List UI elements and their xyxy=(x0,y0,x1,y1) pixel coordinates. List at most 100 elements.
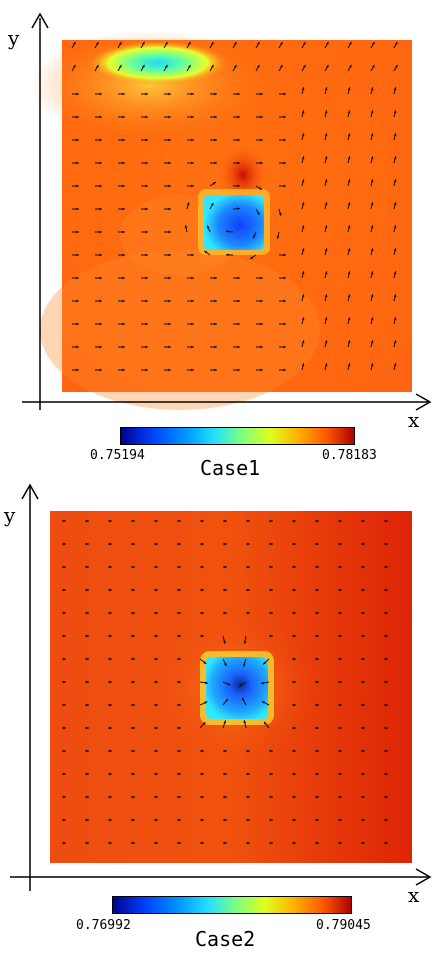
velocity-arrowhead xyxy=(247,841,250,845)
velocity-arrowhead xyxy=(293,749,296,753)
velocity-arrowhead xyxy=(76,368,79,372)
case1-plot xyxy=(22,12,432,411)
velocity-arrowhead xyxy=(132,565,135,569)
velocity-arrowhead xyxy=(237,368,240,372)
velocity-arrowhead xyxy=(324,87,328,91)
velocity-arrowhead xyxy=(224,818,227,822)
velocity-arrowhead xyxy=(385,841,388,845)
velocity-arrowhead xyxy=(132,703,135,707)
velocity-arrowhead xyxy=(86,657,89,661)
velocity-arrowhead xyxy=(278,212,282,216)
velocity-arrowhead xyxy=(385,588,388,592)
velocity-arrowhead xyxy=(293,795,296,799)
velocity-arrowhead xyxy=(385,680,388,684)
velocity-arrowhead xyxy=(201,588,204,592)
velocity-arrowhead xyxy=(316,841,319,845)
velocity-arrowhead xyxy=(316,542,319,546)
velocity-arrowhead xyxy=(86,818,89,822)
velocity-arrowhead xyxy=(385,703,388,707)
velocity-arrowhead xyxy=(316,588,319,592)
case-label: Case2 xyxy=(195,927,256,951)
velocity-arrowhead xyxy=(362,611,365,615)
velocity-arrowhead xyxy=(155,703,158,707)
velocity-arrowhead xyxy=(76,207,79,211)
velocity-arrowhead xyxy=(86,611,89,615)
y-axis-label: y xyxy=(8,26,20,50)
velocity-arrowhead xyxy=(191,161,194,165)
velocity-arrowhead xyxy=(201,818,204,822)
velocity-arrowhead xyxy=(301,271,305,275)
velocity-arrowhead xyxy=(234,64,237,68)
velocity-arrowhead xyxy=(347,340,351,344)
velocity-arrowhead xyxy=(168,161,171,165)
velocity-arrowhead xyxy=(247,818,250,822)
colorbar-min-label: 0.75194 xyxy=(90,448,145,463)
velocity-arrowhead xyxy=(301,225,305,229)
velocity-arrowhead xyxy=(393,225,397,229)
velocity-arrowhead xyxy=(324,317,328,321)
velocity-arrowhead xyxy=(76,161,79,165)
velocity-arrowhead xyxy=(243,663,246,667)
velocity-arrowhead xyxy=(155,542,158,546)
velocity-arrowhead xyxy=(270,749,273,753)
velocity-arrowhead xyxy=(132,588,135,592)
velocity-arrowhead xyxy=(301,317,305,321)
velocity-arrowhead xyxy=(76,253,79,257)
velocity-arrowhead xyxy=(168,115,171,119)
velocity-arrowhead xyxy=(316,519,319,523)
velocity-arrowhead xyxy=(214,368,217,372)
velocity-arrowhead xyxy=(63,818,66,822)
velocity-arrowhead xyxy=(347,202,351,206)
velocity-arrowhead xyxy=(86,542,89,546)
velocity-arrowhead xyxy=(191,368,194,372)
velocity-arrowhead xyxy=(316,680,319,684)
velocity-arrowhead xyxy=(145,230,148,234)
velocity-arrowhead xyxy=(385,772,388,776)
velocity-arrowhead xyxy=(86,749,89,753)
velocity-arrowhead xyxy=(63,611,66,615)
velocity-arrowhead xyxy=(393,271,397,275)
velocity-arrowhead xyxy=(301,156,305,160)
velocity-arrowhead xyxy=(270,611,273,615)
velocity-arrowhead xyxy=(339,680,342,684)
velocity-arrowhead xyxy=(293,726,296,730)
velocity-arrowhead xyxy=(178,588,181,592)
velocity-arrowhead xyxy=(191,322,194,326)
velocity-arrowhead xyxy=(293,841,296,845)
velocity-arrowhead xyxy=(270,634,273,638)
velocity-arrowhead xyxy=(293,703,296,707)
velocity-arrowhead xyxy=(326,64,329,68)
velocity-arrowhead xyxy=(362,818,365,822)
velocity-arrowhead xyxy=(63,542,66,546)
velocity-arrowhead xyxy=(109,657,112,661)
velocity-arrowhead xyxy=(214,322,217,326)
velocity-arrowhead xyxy=(270,841,273,845)
velocity-arrowhead xyxy=(122,253,125,257)
velocity-arrowhead xyxy=(260,368,263,372)
velocity-arrowhead xyxy=(303,64,306,68)
velocity-arrowhead xyxy=(301,87,305,91)
velocity-arrowhead xyxy=(76,345,79,349)
velocity-arrowhead xyxy=(283,299,286,303)
velocity-arrowhead xyxy=(324,202,328,206)
velocity-arrowhead xyxy=(370,294,374,298)
velocity-arrowhead xyxy=(347,248,351,252)
velocity-arrowhead xyxy=(214,276,217,280)
velocity-arrowhead xyxy=(99,345,102,349)
velocity-arrowhead xyxy=(339,565,342,569)
velocity-arrowhead xyxy=(339,519,342,523)
velocity-arrowhead xyxy=(301,363,305,367)
velocity-arrowhead xyxy=(155,565,158,569)
velocity-arrowhead xyxy=(178,565,181,569)
velocity-arrowhead xyxy=(393,87,397,91)
velocity-arrowhead xyxy=(132,542,135,546)
velocity-arrowhead xyxy=(257,41,260,45)
velocity-arrowhead xyxy=(324,133,328,137)
velocity-arrowhead xyxy=(347,363,351,367)
velocity-arrowhead xyxy=(370,225,374,229)
velocity-arrowhead xyxy=(214,345,217,349)
velocity-arrowhead xyxy=(86,772,89,776)
velocity-arrowhead xyxy=(393,294,397,298)
velocity-arrowhead xyxy=(324,271,328,275)
colorbar-min-label: 0.76992 xyxy=(76,918,131,933)
